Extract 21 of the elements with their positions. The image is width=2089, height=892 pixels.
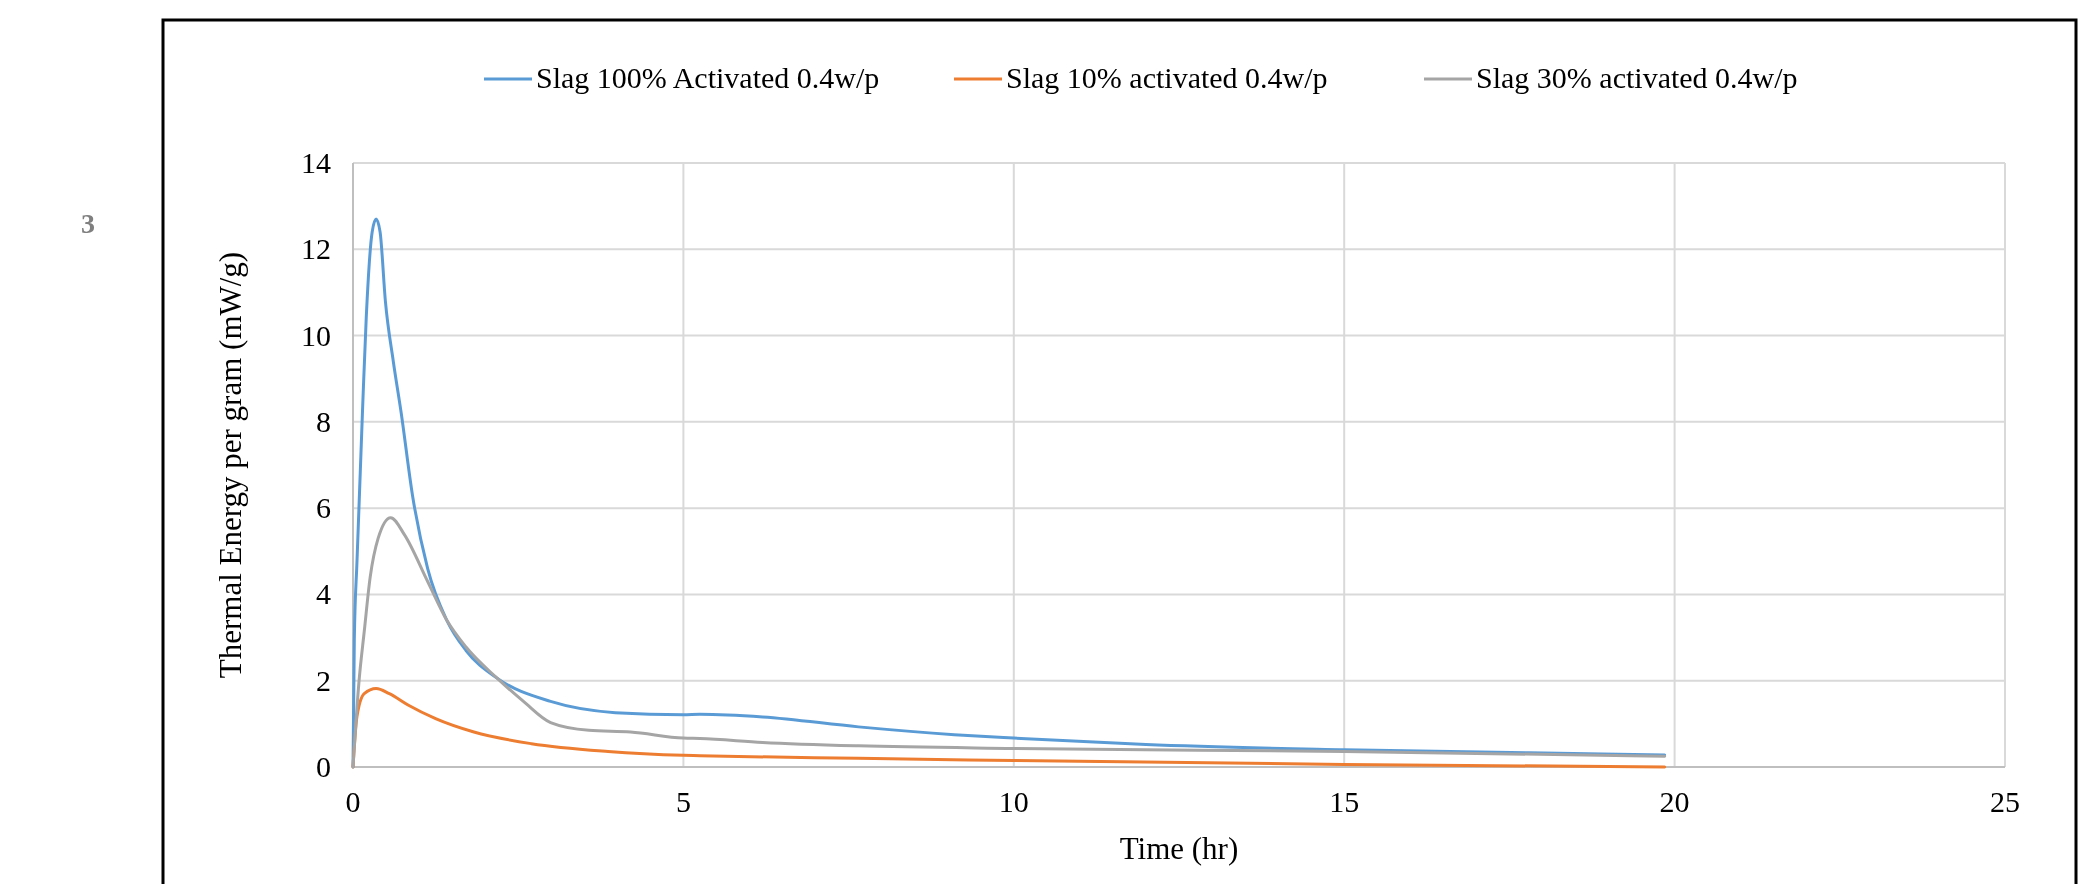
y-tick-label: 2 xyxy=(316,663,331,697)
y-tick-label: 14 xyxy=(301,146,331,179)
y-tick-label: 4 xyxy=(316,577,331,611)
legend-label: Slag 10% activated 0.4w/p xyxy=(1006,61,1328,94)
x-tick-label: 0 xyxy=(345,785,361,818)
x-tick-label: 25 xyxy=(1990,785,2020,818)
y-tick-label: 8 xyxy=(316,404,331,438)
text: 3 xyxy=(81,208,95,239)
y-tick-label: 6 xyxy=(316,491,331,525)
x-tick-label: 5 xyxy=(675,785,691,818)
x-axis-title: Time (hr) xyxy=(1119,831,1239,866)
x-tick-label: 20 xyxy=(1659,785,1690,818)
y-axis-title: Thermal Energy per gram (mW/g) xyxy=(213,251,248,679)
x-tick-label: 15 xyxy=(1329,785,1360,818)
legend-label: Slag 30% activated 0.4w/p xyxy=(1476,61,1798,94)
y-tick-label: 12 xyxy=(301,232,331,266)
legend-label: Slag 100% Activated 0.4w/p xyxy=(536,61,880,94)
line-series xyxy=(351,516,1667,769)
x-tick-label: 10 xyxy=(998,785,1029,818)
y-tick-label: 10 xyxy=(301,318,331,352)
y-tick-label: 0 xyxy=(316,750,331,783)
